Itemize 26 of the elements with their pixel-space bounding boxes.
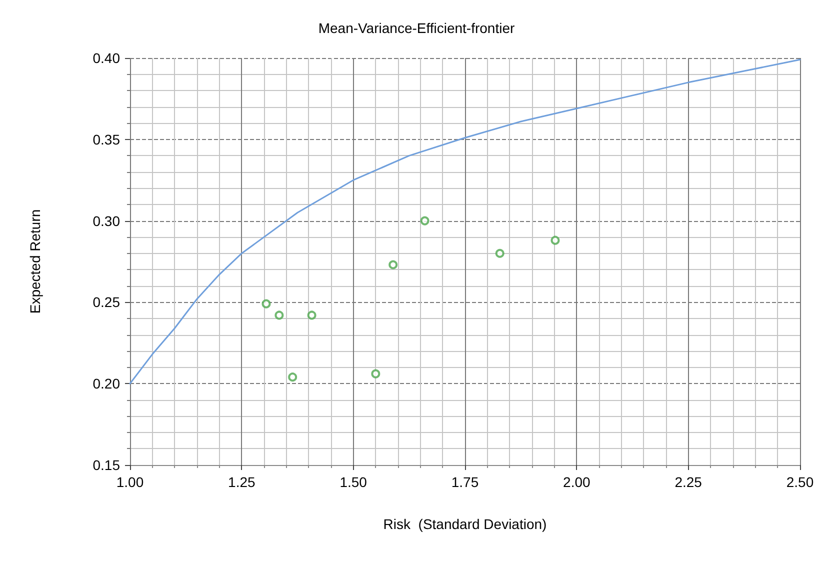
x-tick-label: 1.00 [116,474,144,490]
point [307,310,316,320]
point [262,299,271,308]
x-tick-label: 1.50 [340,474,368,490]
x-tick-label: 1.75 [451,474,479,490]
y-tick-label: 0.30 [92,212,120,229]
point [388,260,398,270]
x-tick-label: 2.25 [674,474,702,490]
point [274,310,284,320]
y-tick-label: 0.25 [92,294,120,310]
point [495,248,504,258]
y-tick-label: 0.15 [92,457,120,473]
y-tick-label: 0.35 [92,131,120,148]
x-axis-title: Risk (Standard Deviation) [383,516,547,532]
point [420,216,430,226]
point [288,372,298,382]
y-axis-title: Expected Return [27,209,43,314]
x-tick-label: 1.25 [228,474,256,490]
point [550,236,560,245]
chart-title: Mean-Variance-Efficient-frontier [318,20,516,36]
point [371,369,380,378]
y-tick-label: 0.20 [92,376,120,392]
x-tick-label: 2.50 [786,474,814,490]
line-series [129,58,801,384]
y-tick-label: 0.40 [92,50,120,66]
x-tick-label: 2.00 [563,474,591,490]
